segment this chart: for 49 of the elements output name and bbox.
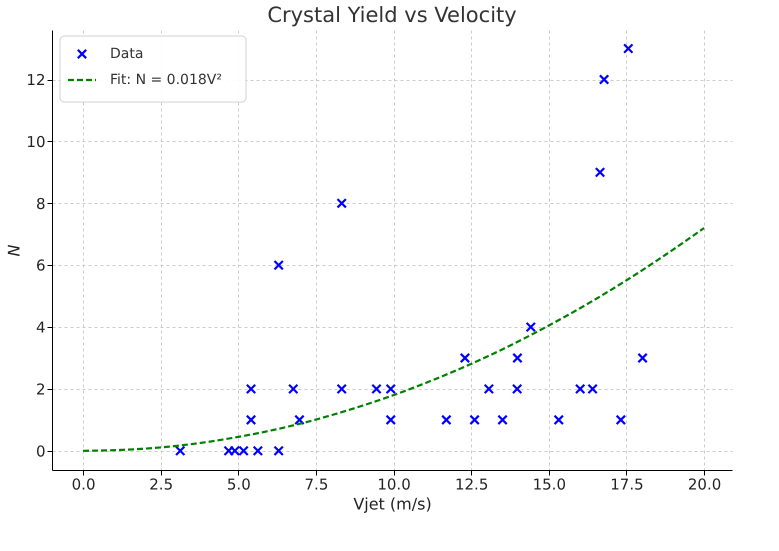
point [637,352,648,364]
point [497,414,508,426]
point [623,43,634,54]
point [174,446,186,456]
chart-title: Crystal Yield vs Velocity [267,3,517,27]
point [246,384,256,394]
line-series [82,226,706,452]
point [526,322,536,332]
legend-label: Data [110,46,144,62]
point [441,414,452,426]
point [294,414,305,426]
point [385,384,396,394]
x-tick-label: 2.5 [149,476,174,494]
point [616,414,626,426]
point [484,384,494,394]
x-tick-label: 20.0 [688,476,722,494]
legend-label: Fit: N = 0.018V² [110,72,222,88]
point [512,352,523,364]
x-tick-label: 7.5 [304,476,328,494]
x-tick-label: 0.0 [72,476,96,494]
y-tick-label: 2 [36,380,46,398]
point [460,352,470,364]
y-tick-label: 8 [36,194,46,213]
point [553,414,564,426]
point [273,260,284,270]
y-axis-title: N [4,244,24,256]
point [594,167,606,178]
x-tick-label: 17.5 [610,476,644,494]
x-tick-label: 12.5 [454,476,488,494]
point [252,446,264,456]
y-tick-label: 0 [36,442,46,460]
x-tick-label: 15.0 [532,476,566,494]
point [246,414,256,426]
point [385,414,396,426]
x-axis-title: Vjet (m/s) [353,494,432,514]
y-tick-label: 12 [26,71,46,90]
point [336,384,347,394]
x-tick-label: 5.0 [226,476,251,494]
point [288,384,299,394]
y-tick-label: 6 [36,256,46,275]
point [512,384,522,394]
point [598,74,610,85]
point [336,198,347,209]
y-tick-label: 4 [36,318,46,337]
point [469,414,480,426]
point [273,446,284,456]
y-tick-label: 10 [26,132,46,151]
x-tick-label: 10.0 [377,476,411,494]
point [371,384,382,394]
